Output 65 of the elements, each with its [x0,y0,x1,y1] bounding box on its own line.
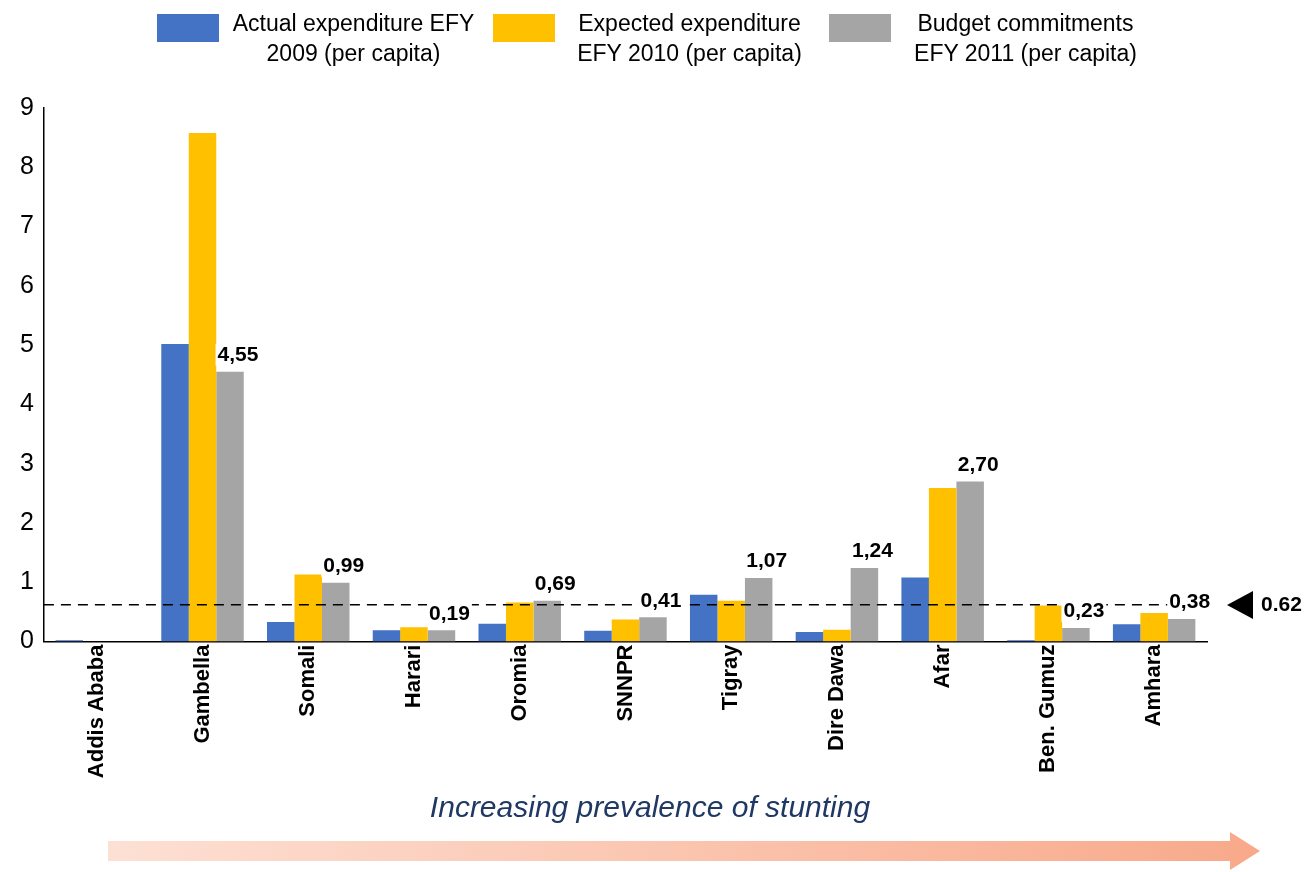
y-tick-label: 8 [20,151,34,180]
bar [294,574,322,642]
bar [850,568,879,642]
bar [188,132,217,642]
bar [505,602,534,642]
bar [216,371,244,642]
x-tick-label: SNNPR [611,644,637,722]
bar [427,630,456,642]
bar [321,582,350,642]
bar [372,630,401,642]
x-tick-label: Tigray [717,643,743,711]
data-label: 0,19 [429,600,470,624]
bar [533,600,561,642]
x-tick-label: Amhara [1140,643,1166,727]
x-tick-label: Afar [928,644,954,689]
data-label: 2,70 [957,451,999,475]
bar [267,621,295,642]
bar [1034,605,1063,642]
x-tick-label: Somali [294,644,320,717]
bar [795,632,824,642]
x-tick-label: Dire Dawa [822,643,848,751]
y-tick-label: 4 [20,388,34,417]
x-tick-label: Addis Ababa [82,643,108,779]
y-tick-label: 0 [20,625,34,654]
bar [901,577,929,642]
y-tick-label: 7 [20,210,34,239]
text: Increasing prevalence of stunting [428,790,872,824]
x-tick-label: Ben. Gumuz [1034,644,1060,773]
x-tick-label: Oromia [505,643,531,722]
data-label: 0,41 [640,587,682,611]
bar [611,619,640,642]
ref-line-label: 0.62 [1261,591,1302,615]
bar [823,629,851,642]
data-label: 0,38 [1169,589,1211,613]
y-tick-label: 1 [20,566,34,595]
bar [689,594,718,642]
data-label: 1,24 [851,538,894,562]
bar [928,488,957,642]
bar [478,623,506,642]
y-tick-label: 9 [20,91,34,120]
legend-label: Budget commitments EFY 2011 (per capita) [913,9,1138,68]
data-label: 0,23 [1063,598,1105,622]
y-tick-label: 3 [20,447,34,476]
bar [639,617,667,642]
data-label: 0,69 [534,570,576,594]
bar [1062,627,1090,642]
data-label: 0,99 [323,553,365,577]
data-label: 1,07 [746,548,788,572]
bar [1140,613,1168,642]
x-tick-label: Gambella [188,643,214,744]
bar [956,481,984,642]
legend-label: Actual expenditure EFY 2009 (per capita) [231,9,476,68]
bar [161,343,189,642]
x-tick-label: Harari [400,644,426,709]
y-tick-label: 6 [20,269,34,298]
bar [584,630,612,642]
bar [1167,619,1196,642]
y-tick-label: 5 [20,329,34,358]
data-label: 4,55 [217,342,259,366]
bar [744,578,773,642]
legend-label: Expected expenditure EFY 2010 (per capita) [576,9,803,68]
y-tick-label: 2 [20,506,34,535]
bar [1112,624,1141,642]
bar [400,627,428,642]
bar [717,600,745,642]
